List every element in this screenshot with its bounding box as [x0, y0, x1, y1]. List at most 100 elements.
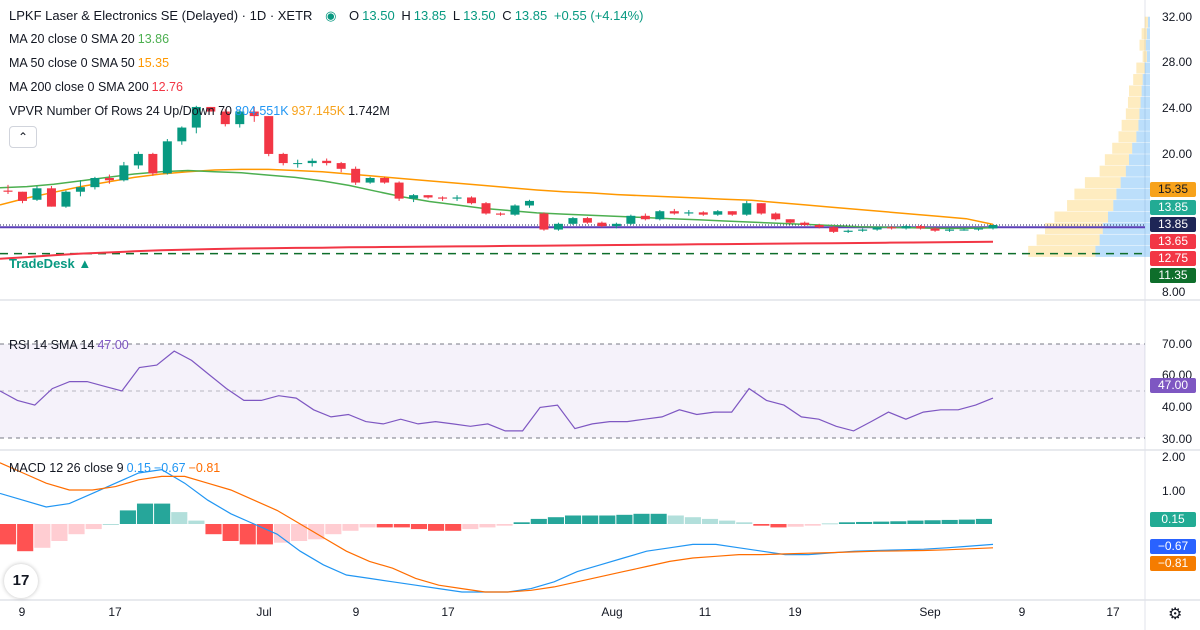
candle-body: [3, 190, 13, 192]
legend-ma50-value: 15.35: [137, 56, 170, 70]
candle-body: [293, 163, 303, 165]
candle-body: [394, 182, 404, 199]
volume-profile-down: [1067, 200, 1114, 212]
macd-histogram-bar: [291, 524, 308, 541]
candle-body: [467, 197, 477, 204]
candle-body: [510, 205, 520, 215]
header: LPKF Laser & Electronics SE (Delayed) · …: [9, 8, 646, 24]
volume-profile-up: [1146, 28, 1150, 40]
candle-body: [655, 211, 665, 220]
legend-ma200[interactable]: MA 200 close 0 SMA 200 12.76: [9, 80, 186, 94]
price-tick: 32.00: [1162, 10, 1193, 24]
candle-body: [524, 200, 534, 206]
candle-body: [988, 224, 998, 229]
settings-gear-icon[interactable]: ⚙: [1168, 606, 1183, 623]
candle-body: [568, 218, 578, 224]
volume-profile-up: [1140, 96, 1150, 108]
candle-body: [626, 215, 636, 224]
macd-histogram-bar: [325, 524, 342, 535]
volume-profile-up: [1099, 234, 1150, 246]
macd-histogram-bar: [890, 521, 907, 524]
x-tick: 17: [1106, 605, 1120, 619]
price-tag-poc: 13.65: [1150, 234, 1196, 249]
candle-body: [887, 227, 897, 229]
legend-ma50[interactable]: MA 50 close 0 SMA 50 15.35: [9, 56, 172, 70]
macd-histogram-bar: [753, 524, 770, 526]
volume-profile-down: [1028, 245, 1096, 257]
candle-body: [582, 218, 592, 223]
candle-body: [553, 223, 563, 230]
legend-macd[interactable]: MACD 12 26 close 9 0.15 −0.67 −0.81: [9, 461, 223, 475]
macd-histogram-bar: [513, 522, 530, 524]
candle-body: [481, 203, 491, 214]
collapse-legend-button[interactable]: ⌃: [9, 126, 37, 148]
legend-rsi[interactable]: RSI 14 SMA 14 47.00: [9, 338, 132, 352]
legend-rsi-label: RSI 14 SMA 14: [9, 338, 95, 352]
ohlc-change: +0.55 (+4.14%): [553, 8, 644, 23]
candle-body: [872, 227, 882, 230]
legend-ma20[interactable]: MA 20 close 0 SMA 20 13.86: [9, 32, 172, 46]
tradedesk-label[interactable]: TradeDesk ▲: [9, 256, 92, 271]
macd-histogram-bar: [958, 519, 975, 524]
volume-profile-down: [1144, 16, 1148, 28]
candle-body: [452, 197, 462, 199]
candle-body: [351, 168, 361, 183]
price-tag-ma50: 15.35: [1150, 182, 1196, 197]
volume-profile-down: [1074, 188, 1117, 200]
macd-histogram-bar: [496, 524, 513, 526]
macd-tag-signal: −0.67: [1150, 539, 1196, 554]
candle-body: [945, 229, 955, 231]
macd-histogram-bar: [68, 524, 85, 535]
candle-body: [264, 116, 274, 154]
candle-body: [930, 228, 940, 231]
macd-histogram-bar: [650, 513, 667, 524]
macd-histogram-bar: [907, 520, 924, 524]
tradingview-logo-icon[interactable]: 17: [4, 564, 38, 598]
candle-body: [336, 163, 346, 169]
legend-ma50-label: MA 50 close 0 SMA 50: [9, 56, 135, 70]
price-tag-ma20: 13.85: [1150, 200, 1196, 215]
legend-vpvr-up: 804.551K: [235, 104, 289, 118]
volume-profile-up: [1095, 245, 1150, 257]
macd-histogram-bar: [873, 521, 890, 524]
macd-histogram-bar: [684, 517, 701, 524]
volume-profile-down: [1045, 222, 1103, 234]
candle-body: [698, 212, 708, 215]
price-tag-last: 13.85: [1150, 217, 1196, 232]
macd-histogram-bar: [838, 522, 856, 524]
candle-body: [177, 127, 187, 142]
macd-histogram-bar: [633, 513, 650, 524]
legend-macd-value: 0.15: [126, 461, 151, 475]
chevron-up-icon: ⌃: [17, 130, 29, 144]
legend-vpvr[interactable]: VPVR Number Of Rows 24 Up/Down 70 804.551…: [9, 104, 393, 118]
ohlc-high: 13.85: [413, 8, 447, 23]
candle-body: [322, 160, 332, 164]
legend-vpvr-total: 1.742M: [348, 104, 390, 118]
macd-histogram-bar: [359, 524, 376, 528]
macd-histogram-bar: [85, 524, 102, 530]
candle-body: [409, 195, 419, 199]
volume-profile-down: [1118, 131, 1137, 143]
volume-profile-up: [1146, 51, 1150, 63]
x-tick: Aug: [601, 605, 623, 619]
candle-body: [17, 191, 27, 201]
legend-ma200-value: 12.76: [151, 80, 183, 94]
legend-vpvr-label: VPVR Number Of Rows 24 Up/Down 70: [9, 104, 233, 118]
macd-tick: 2.00: [1162, 450, 1186, 464]
candle-body: [727, 211, 737, 215]
legend-macd-signal: −0.67: [153, 461, 186, 475]
macd-histogram-bar: [205, 524, 222, 535]
candle-body: [104, 177, 114, 181]
candle-body: [959, 229, 969, 231]
macd-histogram-bar: [667, 515, 684, 524]
macd-histogram-bar: [924, 520, 941, 524]
volume-profile-down: [1112, 142, 1133, 154]
macd-histogram-bar: [616, 514, 633, 524]
candle-body: [220, 111, 230, 125]
candle-body: [133, 153, 143, 166]
ohlc-close-label: C: [502, 8, 512, 23]
macd-histogram-bar: [17, 524, 34, 552]
candle-body: [597, 222, 607, 227]
candle-body: [496, 213, 505, 215]
macd-histogram-bar: [856, 521, 873, 524]
